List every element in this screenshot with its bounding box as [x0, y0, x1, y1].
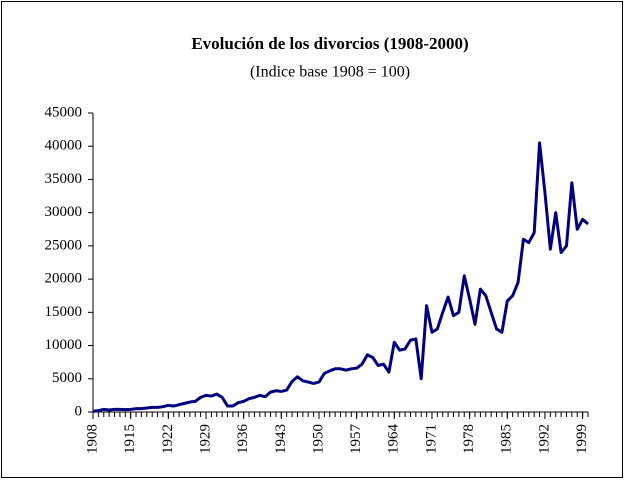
data-line: [92, 141, 589, 413]
y-tick-label: 35000: [45, 171, 83, 187]
x-tick-label: 1971: [423, 424, 439, 454]
y-tick-label: 45000: [45, 104, 83, 120]
y-tick-label: 40000: [45, 138, 83, 154]
x-tick-label: 1978: [461, 424, 477, 454]
y-tick-label: 0: [75, 403, 83, 419]
chart-title: Evolución de los divorcios (1908-2000): [191, 34, 468, 53]
x-tick-label: 1999: [574, 424, 590, 454]
y-tick-label: 10000: [45, 337, 83, 353]
x-tick-label: 1943: [273, 424, 289, 454]
x-tick-label: 1985: [499, 424, 515, 454]
x-tick-label: 1992: [536, 424, 552, 454]
x-tick-label: 1915: [122, 424, 138, 454]
y-tick-label: 30000: [45, 204, 83, 220]
x-tick-label: 1950: [310, 424, 326, 454]
x-tick-label: 1936: [235, 424, 251, 455]
x-tick-label: 1964: [386, 424, 402, 455]
x-tick-label: 1908: [84, 424, 100, 454]
x-tick-label: 1929: [197, 424, 213, 454]
x-tick-label: 1922: [160, 424, 176, 454]
y-tick-label: 20000: [45, 271, 83, 287]
x-tick-label: 1957: [348, 424, 364, 455]
y-tick-label: 25000: [45, 237, 83, 253]
y-tick-label: 5000: [52, 370, 82, 386]
y-tick-label: 15000: [45, 304, 83, 320]
chart-subtitle: (Indice base 1908 = 100): [250, 64, 410, 81]
